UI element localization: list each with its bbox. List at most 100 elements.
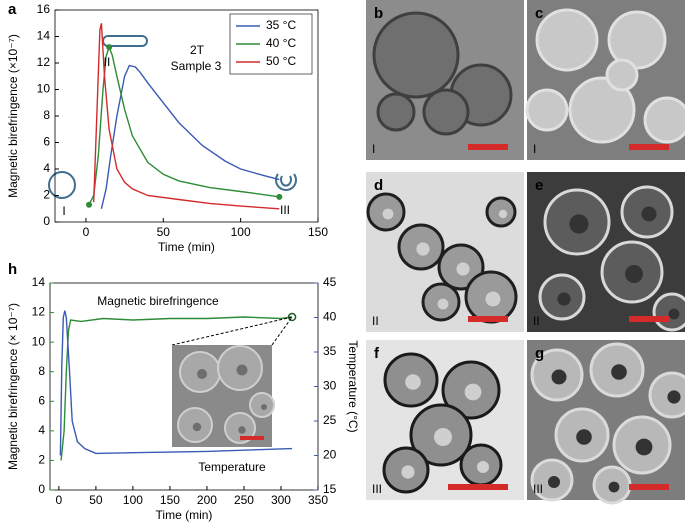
vesicle: [568, 76, 636, 144]
vesicle-cavity: [641, 206, 657, 222]
x-tick-label: 200: [197, 493, 217, 507]
y2-axis-label: Temperature (°C): [346, 340, 360, 432]
vesicle-cavity: [464, 383, 482, 401]
series-line: [93, 23, 280, 210]
vesicle: [643, 96, 685, 144]
x-tick-label: 250: [234, 493, 254, 507]
scale-bar: [629, 144, 669, 150]
vesicle-cavity: [551, 369, 567, 385]
y-tick-label: 10: [37, 82, 51, 96]
vesicle-cavity: [635, 438, 653, 456]
inset-lead: [171, 316, 293, 346]
vesicle-cavity: [625, 265, 643, 283]
y-tick-label: 10: [32, 334, 46, 348]
panel-letter: b: [374, 5, 383, 22]
y-tick-label: 8: [38, 364, 45, 378]
stage-label: II: [372, 314, 379, 328]
y-tick-label: 12: [32, 305, 46, 319]
stage-marker: [106, 44, 113, 51]
vesicle: [535, 8, 599, 72]
vesicle-cavity: [611, 364, 627, 380]
sphere-icon: [48, 171, 76, 199]
vesicle-cavity: [405, 374, 421, 390]
y2-tick-label: 20: [323, 448, 337, 462]
x-tick-label: 0: [56, 493, 63, 507]
series-line: [60, 316, 293, 461]
stage-label: I: [533, 142, 536, 156]
y2-tick-label: 25: [323, 413, 337, 427]
annotation: Sample 3: [171, 59, 222, 73]
inset-pit: [238, 426, 246, 434]
y-tick-label: 4: [38, 423, 45, 437]
annotation: Magnetic birefringence: [97, 294, 219, 308]
x-tick-label: 100: [231, 225, 251, 239]
legend-label: 40 °C: [266, 36, 296, 50]
annotation: III: [280, 203, 290, 217]
vesicle: [648, 371, 685, 419]
scale-bar: [448, 484, 508, 490]
annotation: 2T: [190, 43, 205, 57]
series-line: [59, 310, 293, 456]
inset-lead: [271, 316, 293, 346]
x-tick-label: 150: [308, 225, 328, 239]
y-tick-label: 2: [38, 453, 45, 467]
y2-tick-label: 40: [323, 310, 337, 324]
end-marker: [287, 312, 297, 322]
vesicle-cavity: [667, 390, 681, 404]
inset-pit: [192, 422, 202, 432]
vesicle-cavity: [668, 308, 680, 320]
y2-tick-label: 45: [323, 275, 337, 289]
x-tick-label: 0: [83, 225, 90, 239]
stage-label: III: [372, 482, 382, 496]
annotation: II: [104, 55, 111, 69]
y-tick-label: 6: [38, 393, 45, 407]
vesicle: [376, 92, 416, 132]
y2-tick-label: 35: [323, 344, 337, 358]
series-line: [100, 64, 280, 209]
vesicle-cavity: [498, 209, 508, 219]
panel-letter: g: [535, 345, 544, 362]
x-tick-label: 50: [157, 225, 171, 239]
x-tick-label: 100: [123, 493, 143, 507]
y-axis-label: Magnetic birefringence (×10⁻⁷): [6, 34, 20, 198]
vesicle-cavity: [401, 465, 415, 479]
inset-pit: [261, 404, 267, 410]
y-tick-label: 0: [43, 214, 50, 228]
legend-label: 35 °C: [266, 18, 296, 32]
vesicle-cavity: [576, 429, 592, 445]
vesicle: [372, 11, 460, 99]
y-tick-label: 16: [37, 2, 51, 16]
x-axis-label: Time (min): [158, 240, 215, 254]
y-tick-label: 4: [43, 161, 50, 175]
legend-label: 50 °C: [266, 54, 296, 68]
stage-label: II: [533, 314, 540, 328]
y-tick-label: 12: [37, 55, 51, 69]
y-tick-label: 8: [43, 108, 50, 122]
annotation: Temperature: [198, 460, 266, 474]
vesicle-cavity: [477, 461, 489, 473]
scale-bar: [629, 316, 669, 322]
stomatocyte-icon: [275, 173, 297, 191]
panel-letter: d: [374, 177, 383, 194]
x-axis-label: Time (min): [156, 508, 213, 522]
vesicle-icons: [48, 35, 297, 199]
y2-tick-label: 15: [323, 482, 337, 496]
x-tick-label: 150: [160, 493, 180, 507]
stage-label: I: [372, 142, 375, 156]
stage-marker: [86, 201, 93, 208]
vesicle: [525, 88, 569, 132]
vesicle-cavity: [548, 476, 560, 488]
vesicle: [605, 58, 639, 92]
y2-tick-label: 30: [323, 379, 337, 393]
vesicle-cavity: [557, 292, 571, 306]
inset-pit: [197, 369, 207, 379]
panel-letter: c: [535, 5, 543, 22]
vesicle-cavity: [416, 242, 430, 256]
x-tick-label: 350: [308, 493, 328, 507]
x-tick-label: 300: [271, 493, 291, 507]
vesicle: [422, 88, 470, 136]
y-tick-label: 14: [32, 275, 46, 289]
scale-bar: [240, 436, 264, 440]
stage-marker: [276, 193, 283, 200]
